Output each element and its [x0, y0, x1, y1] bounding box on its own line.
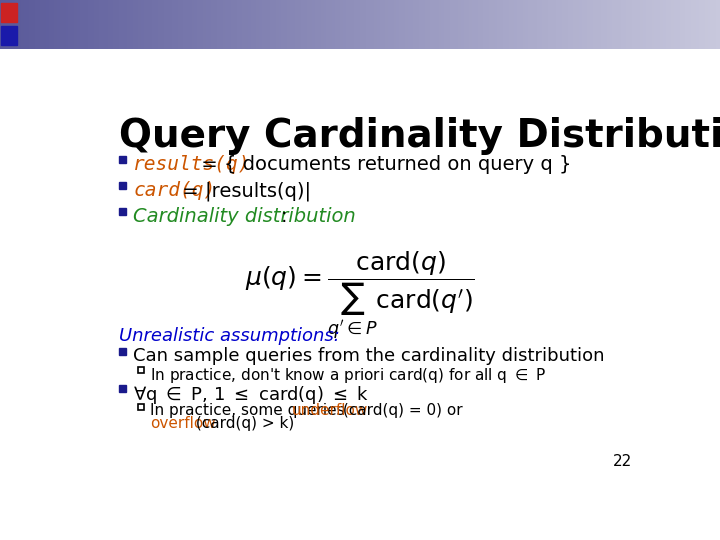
Bar: [120, 208, 127, 215]
Text: Query Cardinality Distribution: Query Cardinality Distribution: [120, 117, 720, 155]
Text: In practice, some queries: In practice, some queries: [150, 403, 350, 418]
Text: = { documents returned on query q }: = { documents returned on query q }: [195, 155, 572, 174]
Text: underflow: underflow: [292, 403, 368, 418]
Text: Can sample queries from the cardinality distribution: Can sample queries from the cardinality …: [133, 347, 605, 366]
Text: $\forall$q $\in$ P, 1 $\leq$ card(q) $\leq$ k: $\forall$q $\in$ P, 1 $\leq$ card(q) $\l…: [133, 384, 369, 407]
Bar: [120, 348, 127, 355]
Text: overflow: overflow: [150, 416, 216, 431]
Text: results(q): results(q): [133, 155, 251, 174]
Bar: [120, 182, 127, 189]
Text: card(q): card(q): [133, 181, 216, 200]
Bar: [1, 26, 17, 45]
Text: = |results(q)|: = |results(q)|: [176, 181, 311, 200]
Text: Cardinality distribution: Cardinality distribution: [133, 207, 356, 226]
Text: Unrealistic assumptions:: Unrealistic assumptions:: [120, 327, 341, 345]
Bar: [120, 156, 127, 163]
Text: 22: 22: [613, 454, 632, 469]
FancyBboxPatch shape: [138, 367, 144, 373]
Text: In practice, don't know a priori card(q) for all q $\in$ P: In practice, don't know a priori card(q)…: [150, 366, 546, 385]
Text: (card(q) > k): (card(q) > k): [191, 416, 294, 431]
Text: $\mu(q) = \dfrac{\mathrm{card}(q)}{\sum_{q^{\prime} \in P} \mathrm{card}(q^{\pri: $\mu(q) = \dfrac{\mathrm{card}(q)}{\sum_…: [245, 249, 475, 341]
Bar: [120, 385, 127, 392]
FancyBboxPatch shape: [138, 403, 144, 410]
Text: (card(q) = 0) or: (card(q) = 0) or: [338, 403, 463, 418]
Bar: [1, 3, 17, 22]
Text: :: :: [281, 207, 287, 226]
